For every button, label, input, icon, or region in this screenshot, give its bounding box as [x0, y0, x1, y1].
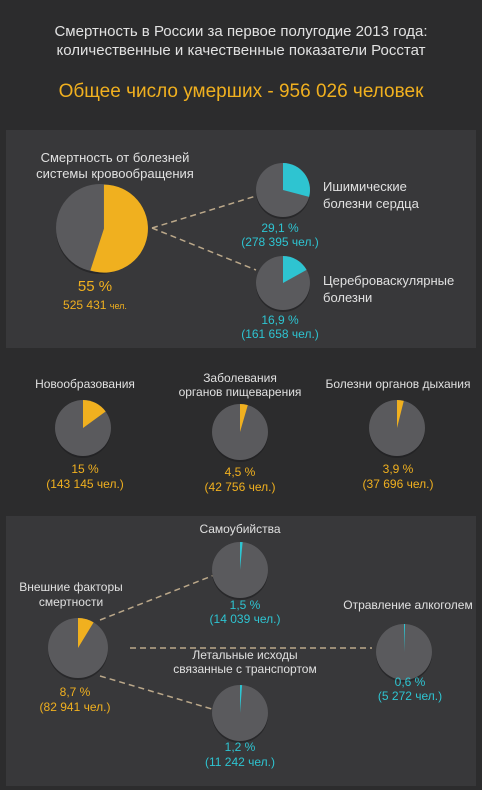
pie-alcohol-slice	[404, 624, 406, 652]
value-circulatory-unit: чел.	[109, 301, 127, 311]
pie-suicides-slice	[240, 542, 243, 570]
value-circulatory-count: 525 431 чел.	[40, 298, 150, 313]
value-ischemic-percent: 29,1 %	[261, 221, 299, 235]
label-transport-line1: Летальные исходы	[192, 648, 298, 662]
label-transport-line2: связанные с транспортом	[173, 662, 317, 676]
label-suicides: Самоубийства	[199, 522, 281, 536]
value-suicides-count: (14 039 чел.)	[209, 612, 281, 626]
connector-transport	[99, 675, 223, 713]
headline-total-deaths: Общее число умерших - 956 026 человек	[58, 81, 424, 102]
label-digestive-line2: органов пищеварения	[178, 385, 302, 399]
value-neoplasms-count: (143 145 чел.)	[46, 477, 124, 491]
label-ischemic-line1: Ишимические	[323, 179, 407, 194]
value-cerebrovascular-count: (161 658 чел.)	[241, 327, 319, 341]
label-digestive-line1: Заболевания	[203, 371, 277, 385]
label-circulatory: Смертность от болезней системы кровообра…	[20, 150, 210, 182]
label-cerebrovascular: Цереброваскулярные болезни	[323, 272, 473, 306]
value-digestive-percent: 4,5 %	[224, 465, 256, 479]
pie-circulatory-slice	[90, 184, 148, 273]
pie-external-slice	[78, 618, 94, 648]
label-cerebrovascular-line1: Цереброваскулярные	[323, 273, 455, 288]
title-line-2: количественные и качественные показатели…	[56, 42, 426, 59]
label-external-line1: Внешние факторы	[19, 580, 123, 594]
value-suicides-percent: 1,5 %	[229, 598, 261, 612]
value-alcohol-percent: 0,6 %	[394, 675, 426, 689]
label-cerebrovascular-line2: болезни	[323, 290, 373, 305]
value-transport-percent: 1,2 %	[224, 740, 256, 754]
connector-ischemic	[151, 195, 257, 229]
connector-cerebrovascular	[151, 227, 257, 271]
label-neoplasms: Новообразования	[35, 377, 135, 391]
label-respiratory: Болезни органов дыхания	[325, 377, 471, 391]
pie-neoplasms-slice	[83, 400, 106, 428]
value-respiratory-count: (37 696 чел.)	[362, 477, 434, 491]
value-circulatory-count-number: 525 431	[63, 298, 107, 312]
label-digestive: Заболевания органов пищеварения	[160, 371, 320, 399]
label-ischemic-line2: болезни сердца	[323, 196, 419, 211]
pie-digestive-slice	[240, 404, 248, 432]
value-circulatory-percent: 55 %	[77, 278, 113, 295]
label-circulatory-line2: системы кровообращения	[36, 166, 194, 181]
pie-cerebrovascular-slice	[283, 256, 307, 283]
value-external-percent: 8,7 %	[59, 685, 91, 699]
label-alcohol: Отравление алкоголем	[343, 598, 473, 612]
label-external-line2: смертности	[38, 595, 104, 609]
label-transport: Летальные исходы связанные с транспортом	[160, 648, 330, 676]
pie-ischemic-slice	[283, 163, 311, 197]
value-transport-count: (11 242 чел.)	[204, 755, 275, 769]
value-cerebrovascular-percent: 16,9 %	[261, 313, 299, 327]
value-neoplasms-percent: 15 %	[71, 462, 99, 476]
value-digestive-count: (42 756 чел.)	[204, 480, 276, 494]
pie-respiratory-slice	[397, 400, 404, 428]
value-respiratory-percent: 3,9 %	[382, 462, 414, 476]
connector-suicides	[99, 571, 223, 621]
value-ischemic-count: (278 395 чел.)	[241, 235, 319, 249]
pie-transport-slice	[240, 685, 243, 713]
label-ischemic: Ишимические болезни сердца	[323, 178, 473, 212]
value-external-count: (82 941 чел.)	[39, 700, 111, 714]
label-circulatory-line1: Смертность от болезней	[40, 150, 190, 165]
title-line-1: Смертность в России за первое полугодие …	[54, 23, 428, 40]
value-alcohol-count: (5 272 чел.)	[377, 689, 443, 703]
label-external: Внешние факторы смертности	[16, 580, 126, 610]
